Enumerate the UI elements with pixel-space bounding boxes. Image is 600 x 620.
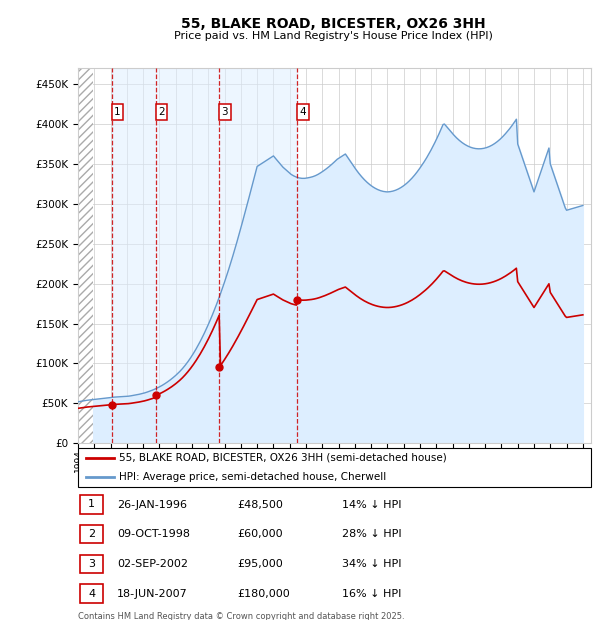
Bar: [112, 68, 297, 443]
Text: HPI: Average price, semi-detached house, Cherwell: HPI: Average price, semi-detached house,…: [119, 472, 386, 482]
Text: £48,500: £48,500: [237, 500, 283, 510]
Text: 2: 2: [158, 107, 165, 117]
Text: 18-JUN-2007: 18-JUN-2007: [117, 589, 188, 599]
Text: £180,000: £180,000: [237, 589, 290, 599]
Text: £60,000: £60,000: [237, 529, 283, 539]
Text: 55, BLAKE ROAD, BICESTER, OX26 3HH: 55, BLAKE ROAD, BICESTER, OX26 3HH: [181, 17, 485, 32]
Text: 1: 1: [88, 499, 95, 510]
Text: 34% ↓ HPI: 34% ↓ HPI: [342, 559, 401, 569]
Text: 3: 3: [221, 107, 228, 117]
Text: 3: 3: [88, 559, 95, 569]
Text: 26-JAN-1996: 26-JAN-1996: [117, 500, 187, 510]
Text: Contains HM Land Registry data © Crown copyright and database right 2025.
This d: Contains HM Land Registry data © Crown c…: [78, 612, 404, 620]
Text: 28% ↓ HPI: 28% ↓ HPI: [342, 529, 401, 539]
Text: 02-SEP-2002: 02-SEP-2002: [117, 559, 188, 569]
Text: 1: 1: [114, 107, 121, 117]
Text: 4: 4: [88, 588, 95, 599]
Text: 16% ↓ HPI: 16% ↓ HPI: [342, 589, 401, 599]
Text: 4: 4: [299, 107, 306, 117]
Text: 14% ↓ HPI: 14% ↓ HPI: [342, 500, 401, 510]
Text: 55, BLAKE ROAD, BICESTER, OX26 3HH (semi-detached house): 55, BLAKE ROAD, BICESTER, OX26 3HH (semi…: [119, 453, 447, 463]
Text: 09-OCT-1998: 09-OCT-1998: [117, 529, 190, 539]
Text: Price paid vs. HM Land Registry's House Price Index (HPI): Price paid vs. HM Land Registry's House …: [173, 31, 493, 41]
Bar: [78, 68, 92, 443]
Text: £95,000: £95,000: [237, 559, 283, 569]
Text: 2: 2: [88, 529, 95, 539]
